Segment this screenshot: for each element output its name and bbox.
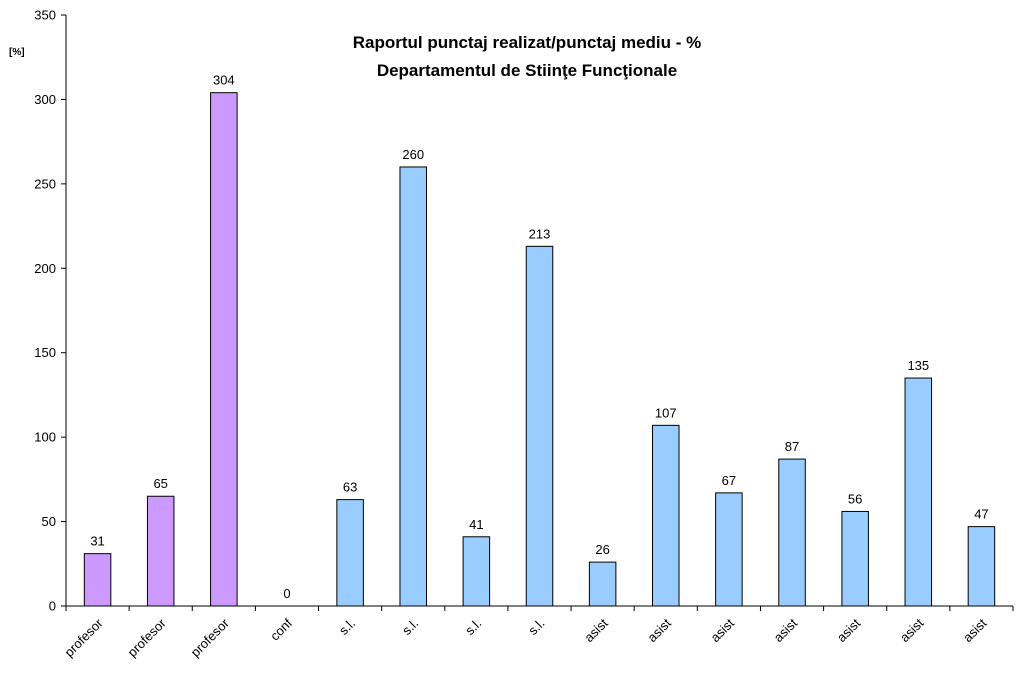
category-label: asist bbox=[708, 615, 738, 645]
y-tick-label: 100 bbox=[34, 430, 56, 445]
data-label: 87 bbox=[785, 439, 799, 454]
bar bbox=[146, 495, 175, 607]
data-label: 304 bbox=[213, 73, 235, 88]
x-axis-labels: profesor profesor profesor conf s.l. s.l. s.l.… bbox=[61, 606, 1014, 660]
category-label: asist bbox=[960, 615, 990, 645]
data-label: 135 bbox=[907, 358, 929, 373]
y-tick-label: 200 bbox=[34, 261, 56, 276]
data-label: 56 bbox=[848, 491, 862, 506]
bars-group: 31 65 304 0 63 260 41 213 26 107 67 87 56 135 47 bbox=[83, 73, 996, 607]
bar bbox=[336, 499, 364, 607]
data-label: 63 bbox=[343, 480, 357, 495]
bar bbox=[967, 526, 996, 607]
bar bbox=[525, 245, 554, 607]
category-label: s.l. bbox=[336, 616, 358, 638]
category-label: profesor bbox=[188, 615, 233, 660]
y-tick-label: 250 bbox=[34, 176, 56, 191]
data-label: 213 bbox=[529, 226, 551, 241]
data-label: 41 bbox=[469, 517, 483, 532]
chart-title-line-2: Departamentul de Stiinţe Funcţionale bbox=[377, 61, 677, 80]
y-tick-label: 0 bbox=[49, 599, 56, 614]
data-label: 47 bbox=[974, 507, 988, 522]
data-label: 0 bbox=[283, 586, 290, 601]
bar bbox=[399, 166, 427, 607]
category-label: s.l. bbox=[399, 616, 421, 638]
y-tick-label: 350 bbox=[34, 8, 56, 23]
bar bbox=[588, 561, 617, 607]
bar bbox=[904, 377, 933, 607]
y-tick-label: 50 bbox=[42, 514, 56, 529]
data-label: 107 bbox=[655, 405, 677, 420]
category-label: asist bbox=[581, 615, 611, 645]
bar bbox=[83, 553, 112, 607]
category-label: asist bbox=[897, 615, 927, 645]
category-label: s.l. bbox=[462, 616, 484, 638]
data-label: 26 bbox=[595, 542, 609, 557]
category-label: profesor bbox=[124, 615, 169, 660]
bar bbox=[462, 536, 491, 607]
category-label: conf bbox=[267, 615, 295, 643]
chart-title-line-1: Raportul punctaj realizat/punctaj mediu … bbox=[353, 33, 702, 52]
bar bbox=[652, 424, 680, 607]
y-tick-label: 300 bbox=[34, 92, 56, 107]
bar bbox=[210, 92, 238, 607]
category-label: profesor bbox=[61, 615, 106, 660]
category-label: asist bbox=[644, 615, 674, 645]
data-label: 31 bbox=[90, 534, 104, 549]
y-axis-unit-label: [%] bbox=[9, 47, 25, 58]
data-label: 260 bbox=[402, 147, 424, 162]
y-tick-label: 150 bbox=[34, 345, 56, 360]
bar bbox=[778, 458, 806, 607]
data-label: 67 bbox=[722, 473, 736, 488]
category-label: asist bbox=[771, 615, 801, 645]
data-label: 65 bbox=[153, 476, 167, 491]
category-label: asist bbox=[834, 615, 864, 645]
y-axis-ticks: 0 50 100 150 200 250 300 350 bbox=[34, 8, 66, 614]
category-label: s.l. bbox=[525, 616, 547, 638]
bar bbox=[715, 492, 743, 607]
bar bbox=[841, 510, 869, 607]
